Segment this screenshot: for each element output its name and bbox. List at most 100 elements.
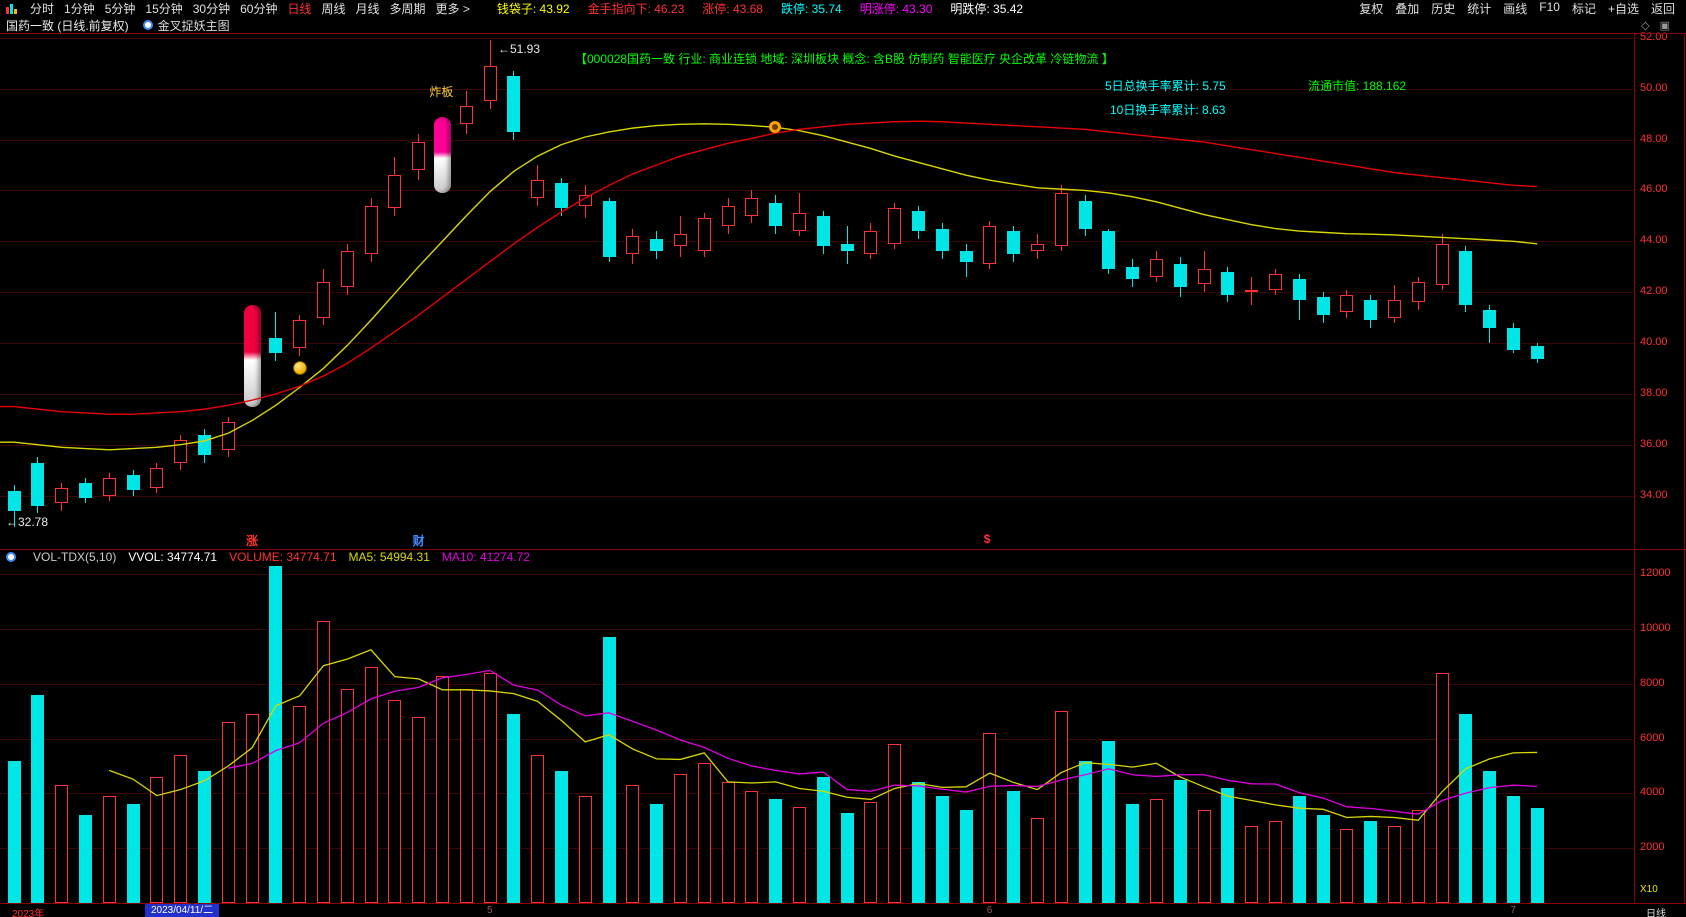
volume-gridline bbox=[0, 629, 1634, 630]
menu-item-more[interactable]: 更多 > bbox=[435, 2, 470, 16]
menu-item-mark[interactable]: 标记 bbox=[1571, 2, 1596, 16]
volume-gridline bbox=[0, 683, 1634, 685]
price-axis-label: 34.00 bbox=[1640, 488, 1668, 501]
menu-item-5min[interactable]: 5分钟 bbox=[104, 2, 136, 16]
price-axis-label: 48.00 bbox=[1640, 132, 1668, 145]
volume-bar-up bbox=[150, 776, 164, 903]
volume-bar-down bbox=[840, 812, 854, 903]
menu-item-history[interactable]: 历史 bbox=[1431, 2, 1456, 16]
price-axis-label: 38.00 bbox=[1640, 386, 1668, 399]
titlebar-window-icons: ◇ ▣ bbox=[1641, 19, 1680, 32]
menu-item-draw[interactable]: 画线 bbox=[1503, 2, 1528, 16]
volume-bar-up bbox=[1149, 798, 1163, 903]
candle-down bbox=[602, 200, 616, 257]
price-axis-label: 42.00 bbox=[1640, 285, 1668, 298]
event-flag: 财 bbox=[412, 534, 425, 548]
volume-indicator-name[interactable]: VOL-TDX(5,10) bbox=[33, 550, 117, 564]
menu-item-1min[interactable]: 1分钟 bbox=[64, 2, 95, 16]
candle-up bbox=[55, 487, 69, 504]
candle-down bbox=[197, 434, 211, 455]
candle-up bbox=[1197, 269, 1211, 285]
volume-axis-label: 4000 bbox=[1640, 786, 1665, 799]
selected-date-badge[interactable]: 2023/04/11/二 bbox=[145, 904, 220, 917]
quote-next-limit-down: 明跌停: 35.42 bbox=[950, 2, 1024, 16]
stock-info-line: 【000028国药一致 行业: 商业连锁 地域: 深圳板块 概念: 含B股 仿制… bbox=[575, 52, 1114, 66]
volume-bar-up bbox=[1387, 826, 1401, 903]
volume-axis-label: 10000 bbox=[1640, 622, 1671, 634]
candle-up bbox=[578, 195, 592, 206]
volume-bar-up bbox=[1197, 809, 1211, 903]
candle-up bbox=[745, 198, 759, 216]
menu-item-back[interactable]: 返回 bbox=[1650, 2, 1675, 16]
candle-down bbox=[1102, 231, 1116, 270]
candle-down bbox=[507, 75, 521, 132]
marked-candle-pill bbox=[243, 304, 261, 407]
axis-border-right bbox=[1684, 33, 1685, 917]
volume-bar-up bbox=[1268, 820, 1282, 903]
coin-marker bbox=[292, 361, 307, 376]
menu-item-15min[interactable]: 15分钟 bbox=[145, 2, 183, 16]
volume-bar-up bbox=[221, 722, 235, 903]
candle-up bbox=[483, 65, 497, 102]
main-indicator-name[interactable]: 金叉捉妖主图 bbox=[157, 18, 230, 33]
indicator-compass-icon bbox=[142, 20, 153, 30]
candle-up bbox=[1245, 289, 1259, 293]
event-flag: $ bbox=[983, 532, 991, 546]
price-annotation: ←51.93 bbox=[498, 42, 541, 57]
volume-value: VOLUME: 34774.71 bbox=[229, 550, 337, 564]
candle-down bbox=[1530, 345, 1544, 360]
menu-item-daily[interactable]: 日线 bbox=[287, 2, 312, 16]
volume-bar-down bbox=[78, 815, 92, 903]
volume-bar-up bbox=[174, 755, 188, 903]
volume-bar-down bbox=[650, 804, 664, 903]
volume-bar-up bbox=[364, 667, 378, 903]
year-label: 2023年 bbox=[12, 909, 45, 917]
menu-item-60min[interactable]: 60分钟 bbox=[240, 2, 278, 16]
price-gridline bbox=[0, 139, 1634, 141]
menu-item-30min[interactable]: 30分钟 bbox=[192, 2, 231, 16]
candle-up bbox=[150, 467, 164, 488]
menu-item-intraday[interactable]: 分时 bbox=[30, 2, 55, 16]
candle-up bbox=[697, 218, 711, 252]
turnover-10day: 10日换手率累计: 8.63 bbox=[1110, 103, 1226, 117]
menu-item-adjust[interactable]: 复权 bbox=[1359, 2, 1384, 16]
candle-down bbox=[1364, 299, 1378, 321]
volume-bar-down bbox=[269, 565, 283, 903]
menu-item-multi-period[interactable]: 多周期 bbox=[389, 2, 426, 16]
candle-down bbox=[816, 215, 830, 247]
candle-down bbox=[1173, 264, 1187, 288]
candle-down bbox=[650, 238, 664, 252]
candle-up bbox=[531, 180, 545, 199]
menu-item-overlay[interactable]: 叠加 bbox=[1395, 2, 1420, 16]
menu-item-f10[interactable]: F10 bbox=[1539, 0, 1560, 14]
volume-bar-down bbox=[7, 760, 21, 903]
candle-down bbox=[935, 228, 949, 252]
menu-item-add-watchlist[interactable]: +自选 bbox=[1607, 2, 1639, 16]
pane-border-middle bbox=[0, 549, 1686, 550]
stock-title: 国药一致 (日线.前复权) bbox=[6, 18, 129, 33]
price-annotation: 炸板 bbox=[429, 84, 454, 99]
volume-bar-up bbox=[293, 705, 307, 903]
candle-up bbox=[102, 477, 116, 496]
volume-bar-down bbox=[1007, 790, 1021, 903]
candle-down bbox=[7, 490, 21, 511]
price-annotation: ←32.78 bbox=[6, 515, 49, 530]
candle-down bbox=[911, 210, 925, 232]
volume-bar-up bbox=[459, 689, 473, 903]
menu-item-monthly[interactable]: 月线 bbox=[355, 2, 380, 16]
volume-bar-down bbox=[1530, 807, 1544, 903]
menu-item-weekly[interactable]: 周线 bbox=[321, 2, 346, 16]
vvol-value: VVOL: 34774.71 bbox=[128, 550, 218, 564]
diamond-icon[interactable]: ◇ bbox=[1641, 19, 1650, 32]
window-icon[interactable]: ▣ bbox=[1659, 19, 1670, 32]
app-logo-icon[interactable] bbox=[6, 3, 17, 14]
volume-indicator-header: VOL-TDX(5,10) VVOL: 34774.71 VOLUME: 347… bbox=[6, 550, 530, 564]
month-label: 7 bbox=[1510, 905, 1516, 916]
volume-bar-down bbox=[769, 798, 783, 903]
volume-bar-up bbox=[388, 700, 402, 903]
volume-bar-up bbox=[316, 620, 330, 903]
pane-border-bottom bbox=[0, 903, 1686, 904]
menu-item-stats[interactable]: 统计 bbox=[1467, 2, 1492, 16]
ring-marker bbox=[768, 121, 781, 134]
